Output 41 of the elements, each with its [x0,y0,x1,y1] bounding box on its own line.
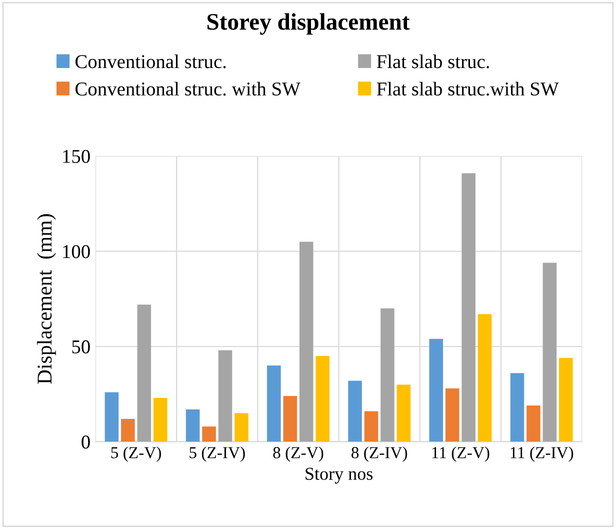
bar [542,262,557,442]
x-tick-label: 11 (Z-V) [432,446,490,462]
bar [526,406,540,442]
x-tick-label: 11 (Z-IV) [510,446,574,462]
bar [429,338,444,442]
bar [299,242,314,442]
y-axis-title: Displacement (mm) [37,214,56,384]
y-tick-label: 150 [63,150,90,163]
legend-label: Flat slab struc.with SW [376,82,559,96]
bar [186,409,200,442]
bar [202,426,216,442]
bar [348,380,362,442]
x-tick-label: 8 (Z-IV) [352,446,408,462]
bar [462,173,476,442]
y-tick-label: 50 [72,340,90,354]
y-tick-label: 0 [82,436,90,449]
bar [510,373,524,442]
bar [137,304,152,442]
x-tick-label: 8 (Z-V) [273,446,324,462]
bar [364,411,378,442]
x-tick-label: 5 (Z-IV) [190,446,245,462]
bar [478,314,492,442]
bar [380,308,394,442]
x-axis-title: Story nos [306,468,373,484]
bar [316,356,330,442]
y-tick-label: 100 [63,245,90,258]
bar [218,350,232,442]
bar [121,418,135,442]
bar [104,392,119,442]
bar [445,388,460,442]
legend-label: Flat slab struc. [376,54,489,68]
bar [267,366,281,442]
x-tick-label: 5 (Z-V) [111,446,161,462]
legend-label: Conventional struc. [75,54,226,68]
chart-title: Storey displacement [207,13,410,35]
bar [396,384,411,442]
bar [153,398,168,442]
bar [234,413,248,442]
legend-label: Conventional struc. with SW [75,82,300,96]
bar [283,396,298,442]
bar [559,358,573,442]
